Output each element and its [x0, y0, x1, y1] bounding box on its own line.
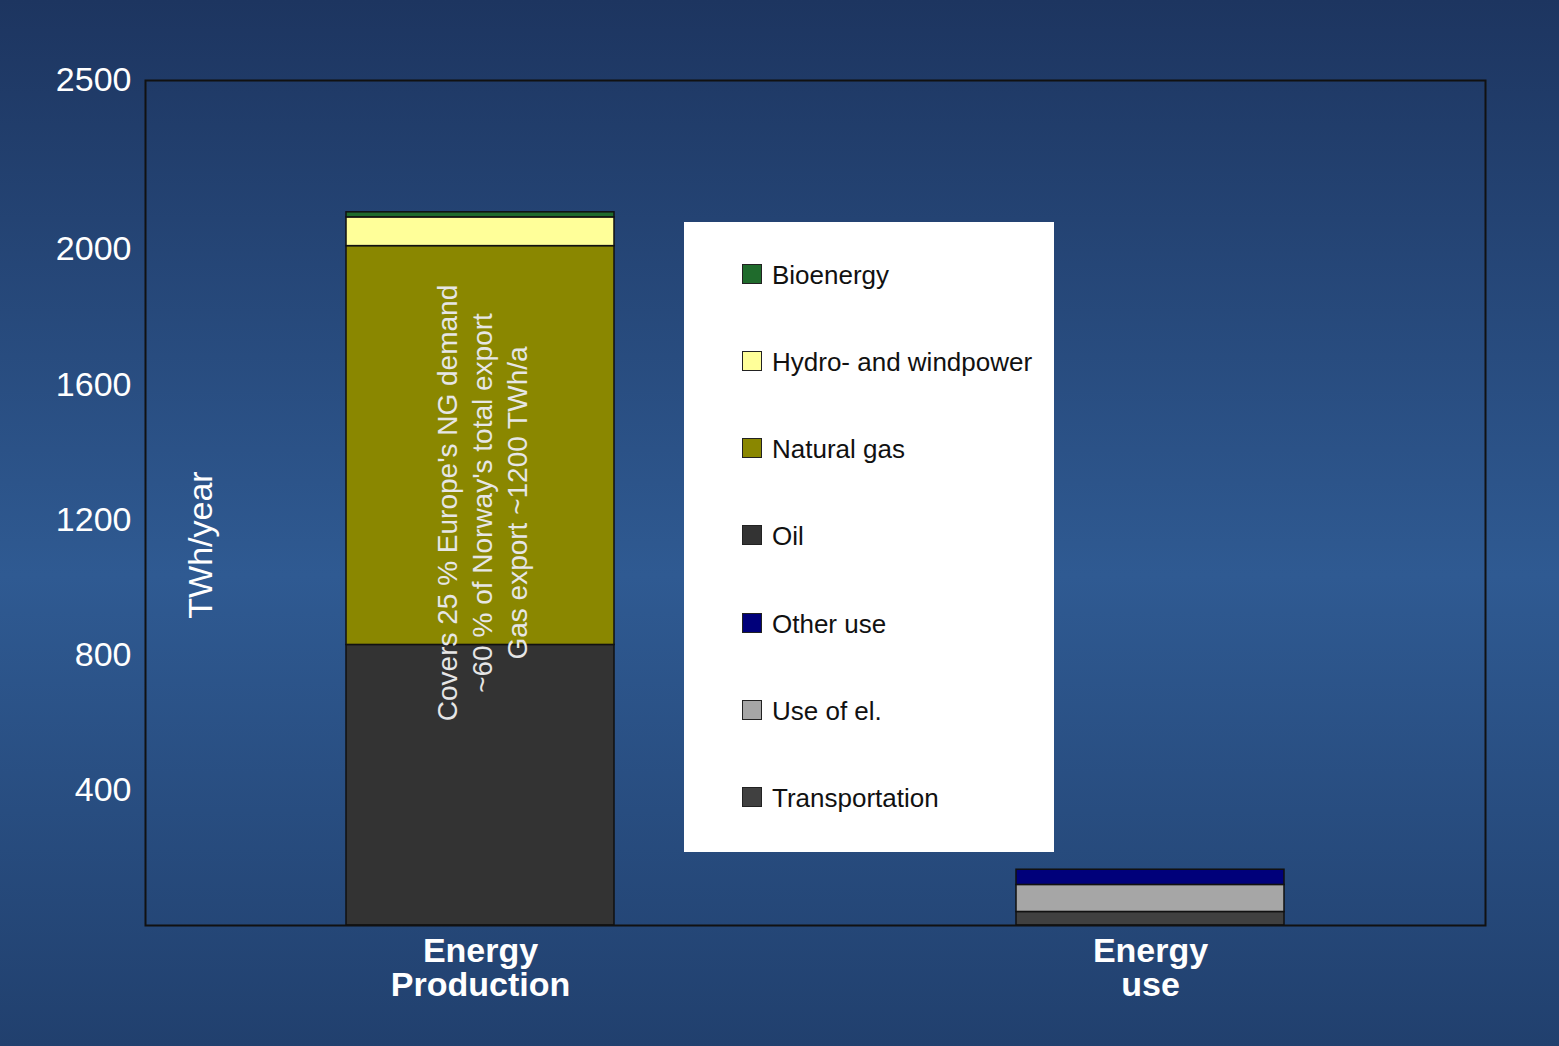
- html-text:Oil: Oil: [772, 521, 804, 552]
- svg-text:EnergyProduction: EnergyProduction: [391, 931, 570, 1003]
- svg-text:800: 800: [75, 635, 132, 673]
- svg-text:400: 400: [75, 770, 132, 808]
- html-text:Transportation: Transportation: [772, 782, 939, 813]
- html-text:TWh/year: TWh/year: [180, 471, 219, 619]
- svg-text:Energyuse: Energyuse: [1093, 931, 1208, 1003]
- html-text:Hydro- and windpower: Hydro- and windpower: [772, 347, 1033, 378]
- svg-text:Covers 25 % Europe's NG demand: Covers 25 % Europe's NG demand~60 % of N…: [432, 285, 533, 721]
- html-text:Other use: Other use: [772, 608, 887, 639]
- svg-text:2500: 2500: [56, 60, 132, 98]
- html-text:Bioenergy: Bioenergy: [772, 260, 890, 291]
- svg-text:2000: 2000: [56, 229, 132, 267]
- svg-text:1200: 1200: [56, 500, 132, 538]
- html-text:Use of el.: Use of el.: [772, 695, 882, 726]
- html-text:Natural gas: Natural gas: [772, 434, 905, 465]
- svg-text:1600: 1600: [56, 365, 132, 403]
